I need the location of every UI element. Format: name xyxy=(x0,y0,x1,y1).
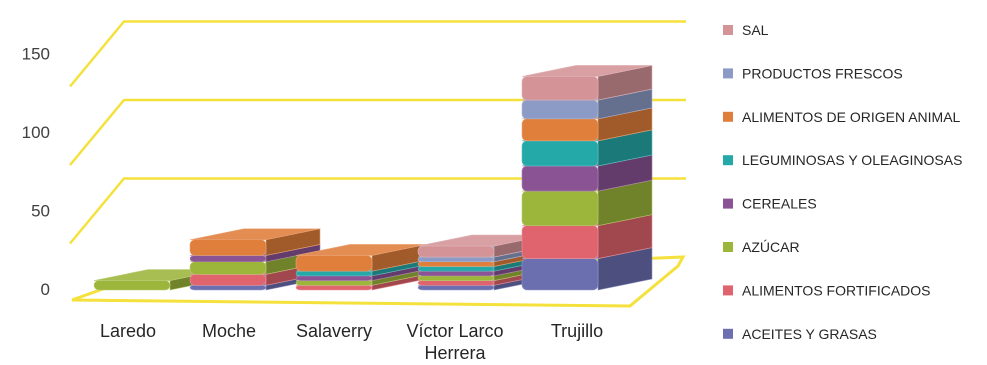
legend-label: ACEITES Y GRASAS xyxy=(742,326,877,342)
legend-label: LEGUMINOSAS Y OLEAGINOSAS xyxy=(742,152,962,168)
legend-item: ACEITES Y GRASAS xyxy=(723,326,877,342)
legend-swatch xyxy=(723,242,733,252)
legend-swatch xyxy=(723,25,733,35)
gridlines xyxy=(69,20,686,245)
y-tick-label: 100 xyxy=(22,123,50,142)
legend-item: PRODUCTOS FRESCOS xyxy=(723,65,903,81)
gridline xyxy=(69,177,686,245)
category-label: Trujillo xyxy=(551,321,603,341)
legend: SAL PRODUCTOS FRESCOS ALIMENTOS DE ORIGEN … xyxy=(723,22,962,342)
legend-item: SAL xyxy=(723,22,769,38)
legend-label: ALIMENTOS FORTIFICADOS xyxy=(742,282,931,298)
legend-swatch xyxy=(723,328,733,339)
legend-item: CEREALES xyxy=(723,196,817,212)
legend-swatch xyxy=(723,111,733,122)
y-tick-label: 0 xyxy=(41,280,50,299)
category-label: Laredo xyxy=(100,321,156,341)
legend-item: AZÚCAR xyxy=(723,239,800,255)
gridline xyxy=(69,20,686,88)
legend-label: ALIMENTOS DE ORIGEN ANIMAL xyxy=(742,109,961,125)
legend-swatch xyxy=(723,68,733,79)
legend-item: ALIMENTOS FORTIFICADOS xyxy=(723,282,931,298)
bar-segment xyxy=(521,65,653,101)
bars xyxy=(93,65,653,291)
legend-label: SAL xyxy=(742,22,769,38)
legend-item: ALIMENTOS DE ORIGEN ANIMAL xyxy=(723,109,961,125)
legend-swatch xyxy=(723,155,733,166)
legend-label: CEREALES xyxy=(742,196,817,212)
bar-segment xyxy=(189,228,321,256)
gridline xyxy=(69,98,686,166)
legend-item: LEGUMINOSAS Y OLEAGINOSAS xyxy=(723,152,962,168)
y-tick-label: 50 xyxy=(31,202,50,221)
y-tick-label: 150 xyxy=(22,45,50,64)
y-axis-ticks: 0 50 100 150 xyxy=(22,45,50,300)
category-label: Salaverry xyxy=(296,321,372,341)
bar-segment xyxy=(295,244,427,272)
legend-label: PRODUCTOS FRESCOS xyxy=(742,65,903,81)
category-label: Herrera xyxy=(424,343,486,363)
category-label: Moche xyxy=(202,321,256,341)
legend-swatch xyxy=(723,198,733,209)
legend-swatch xyxy=(723,285,733,296)
legend-label: AZÚCAR xyxy=(742,239,800,255)
category-label: Víctor Larco xyxy=(406,321,503,341)
